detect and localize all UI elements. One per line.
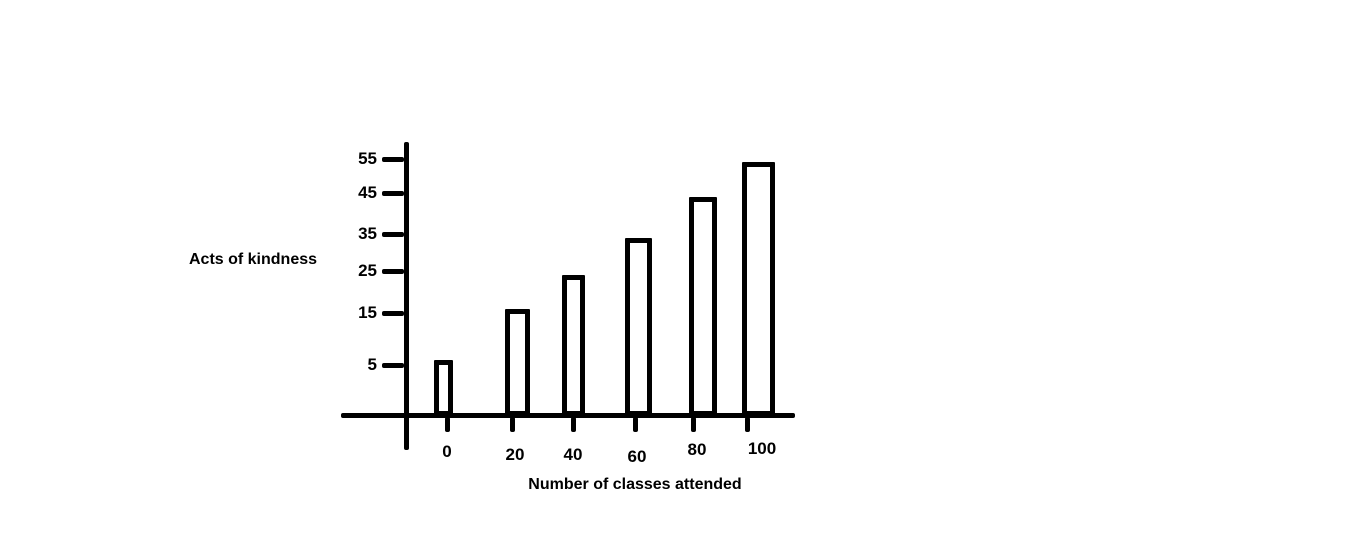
y-tick-mark bbox=[382, 311, 404, 316]
x-tick-mark bbox=[745, 417, 750, 432]
x-tick-mark bbox=[445, 417, 450, 432]
bar bbox=[434, 360, 453, 416]
y-tick-label: 15 bbox=[358, 303, 377, 322]
x-tick-label: 0 bbox=[442, 442, 452, 461]
x-tick-label: 100 bbox=[747, 439, 777, 458]
x-tick-mark bbox=[571, 417, 576, 432]
x-axis-title: Number of classes attended bbox=[528, 476, 742, 493]
bar bbox=[562, 275, 585, 416]
y-axis-title: Acts of kindness bbox=[188, 251, 318, 268]
x-tick-label: 60 bbox=[627, 447, 647, 466]
y-tick-mark bbox=[382, 269, 404, 274]
y-tick-mark bbox=[382, 157, 404, 162]
y-tick-label: 5 bbox=[367, 355, 377, 374]
x-tick-label: 80 bbox=[687, 440, 707, 459]
y-tick-mark bbox=[382, 191, 404, 196]
bar bbox=[505, 309, 530, 416]
y-axis-line bbox=[404, 142, 409, 450]
y-tick-label: 35 bbox=[358, 224, 377, 243]
x-tick-mark bbox=[691, 417, 696, 432]
x-tick-mark bbox=[510, 417, 515, 432]
y-tick-label: 25 bbox=[358, 261, 377, 280]
x-tick-mark bbox=[633, 417, 638, 432]
bar bbox=[742, 162, 775, 416]
bar bbox=[689, 197, 717, 416]
x-tick-label: 40 bbox=[563, 445, 583, 464]
y-tick-label: 45 bbox=[358, 183, 377, 202]
bar bbox=[625, 238, 652, 416]
y-tick-mark bbox=[382, 363, 404, 368]
x-tick-label: 20 bbox=[505, 445, 525, 464]
y-tick-mark bbox=[382, 232, 404, 237]
y-tick-label: 55 bbox=[358, 149, 377, 168]
